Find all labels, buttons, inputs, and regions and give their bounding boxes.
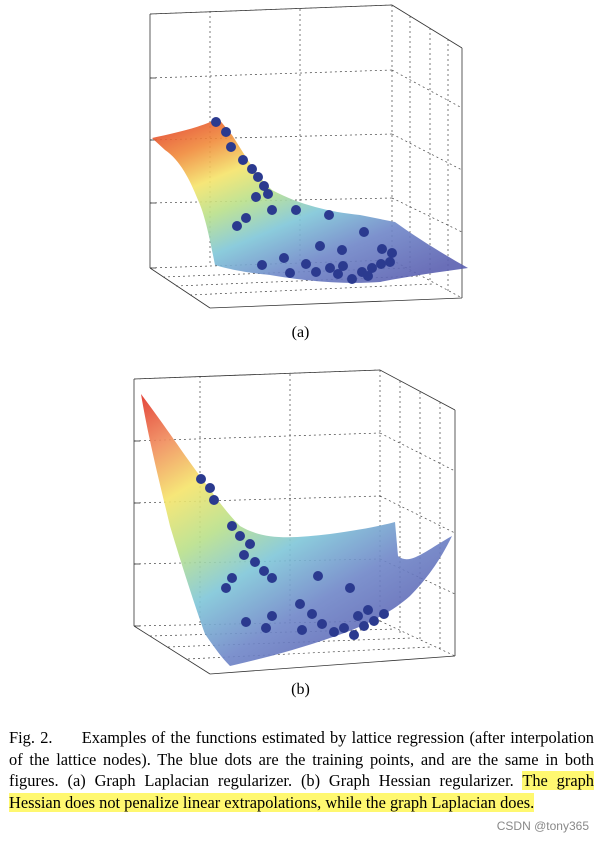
figure-panel-b [0,366,601,684]
figure-caption: Fig. 2. Examples of the functions estima… [9,727,594,813]
training-points-b [196,474,389,640]
surface-plot-a [149,4,468,309]
training-points-a [211,117,397,284]
tick-marks-a [150,77,156,269]
estimated-surface-b [141,394,452,666]
watermark: CSDN @tony365 [496,819,589,833]
figure-panel-a [0,0,601,318]
panel-b-label: (b) [291,681,310,698]
figure-number: Fig. 2. [9,728,53,747]
estimated-surface-a [152,118,468,283]
caption-text: Examples of the functions estimated by l… [9,728,594,790]
tick-marks-b [134,440,140,627]
surface-plot-b [133,369,456,675]
panel-a-label: (a) [291,324,310,341]
